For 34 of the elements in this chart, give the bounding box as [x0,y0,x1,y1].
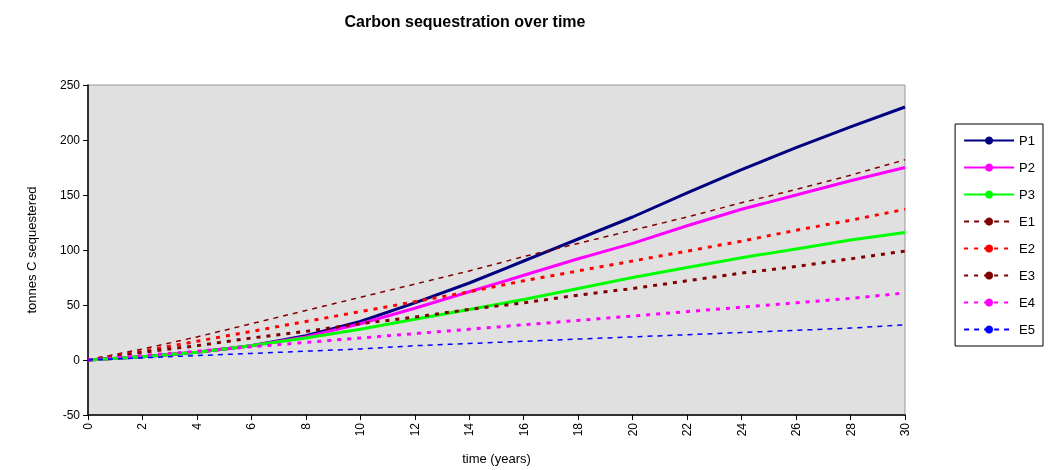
legend-label: E1 [1019,214,1036,229]
legend-label: P2 [1019,160,1036,175]
x-tick-label: 26 [789,422,804,437]
y-tick-label: 250 [59,78,81,92]
y-tick-label: 200 [59,133,81,147]
legend-label: E4 [1019,295,1036,310]
x-axis-title: time (years) [462,451,531,466]
x-tick-label: 20 [625,422,640,437]
legend-label: P1 [1019,133,1036,148]
x-tick-label: 10 [353,422,368,437]
y-tick-label: 100 [59,243,81,257]
legend-label: P3 [1019,187,1036,202]
x-tick-label: 14 [462,422,477,437]
x-tick-label: 30 [898,422,912,437]
x-tick-label: 22 [680,422,695,437]
y-axis-title: tonnes C sequestered [24,186,39,314]
x-tick-label: 12 [407,422,422,437]
x-tick-label: 4 [189,422,204,430]
legend-label: E3 [1019,268,1036,283]
x-tick-label: 0 [81,422,95,430]
legend-label: E2 [1019,241,1036,256]
y-tick-label: -50 [62,408,81,422]
x-tick-label: 2 [135,422,150,430]
x-tick-label: 6 [244,422,259,430]
y-tick-label: 150 [59,188,81,202]
x-tick-label: 24 [734,422,749,437]
x-tick-label: 28 [843,422,858,437]
x-tick-label: 16 [516,422,531,437]
x-tick-label: 18 [571,422,586,437]
y-tick-label: 0 [73,353,81,367]
legend-label: E5 [1019,322,1036,337]
x-tick-label: 8 [298,422,313,430]
y-tick-label: 50 [66,298,81,312]
chart-title: Carbon sequestration over time [344,12,586,30]
